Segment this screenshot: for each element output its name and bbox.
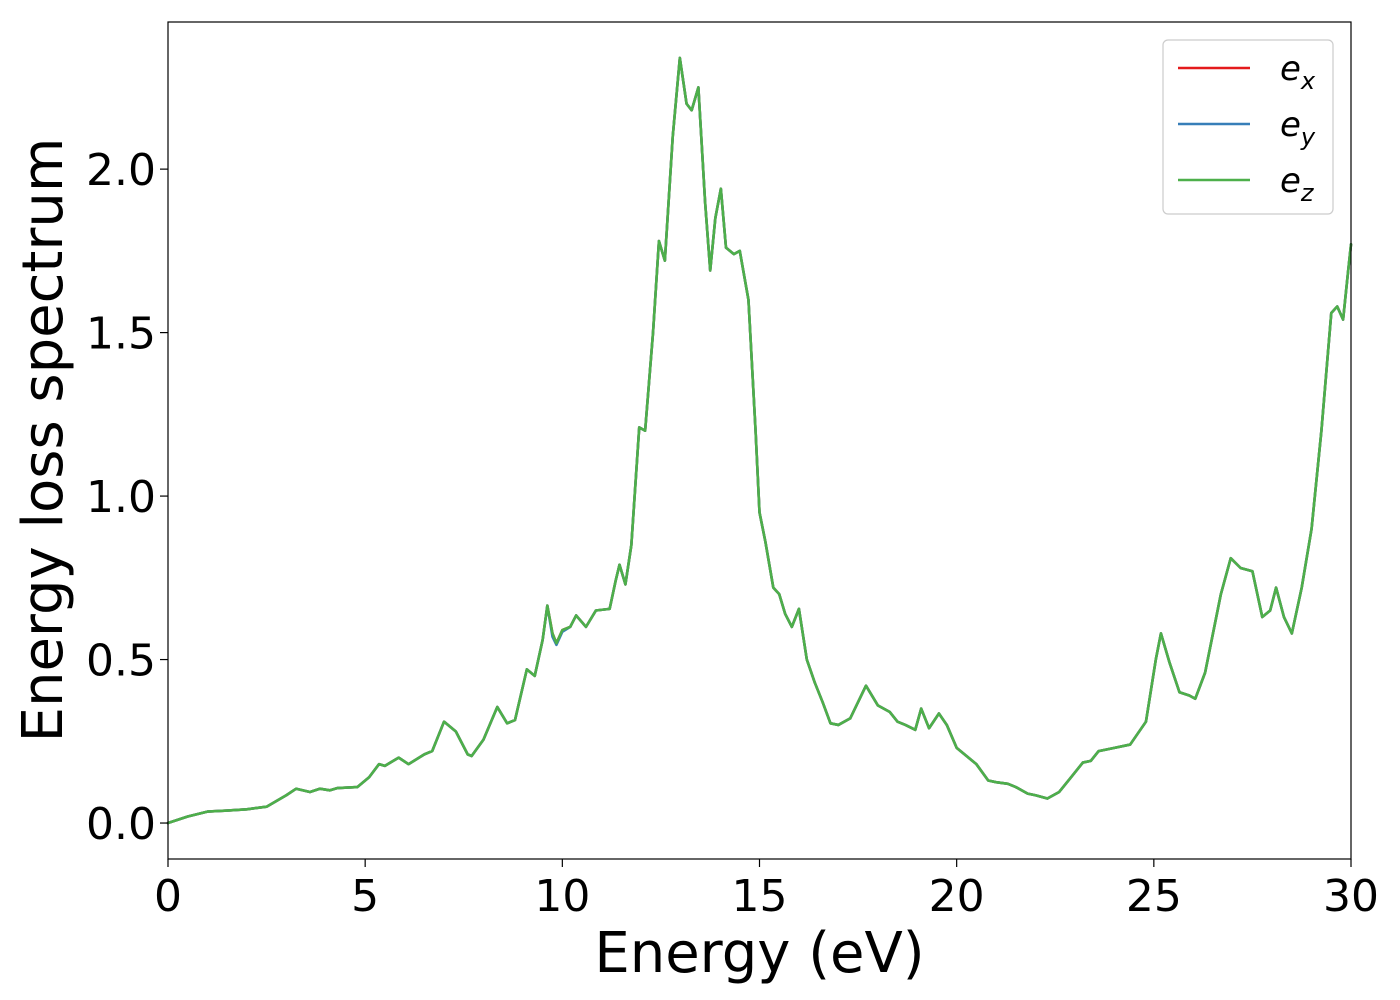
legend-label-subscript: x bbox=[1300, 67, 1316, 95]
x-tick-label: 5 bbox=[351, 871, 379, 922]
legend-label-ez: ez bbox=[1280, 161, 1315, 207]
y-tick-label: 1.0 bbox=[86, 472, 156, 523]
x-tick-label: 0 bbox=[154, 871, 182, 922]
series-layer bbox=[166, 56, 1353, 825]
legend-box bbox=[1162, 39, 1334, 215]
y-axis-label: Energy loss spectrum bbox=[11, 138, 76, 743]
x-tick-label: 15 bbox=[732, 871, 788, 922]
y-tick-label: 0.5 bbox=[86, 636, 156, 687]
x-axis: 0 5 10 15 20 25 30 bbox=[154, 859, 1379, 922]
x-tick-label: 20 bbox=[929, 871, 985, 922]
series-line-ez bbox=[166, 56, 1353, 825]
y-axis: 0.0 0.5 1.0 1.5 2.0 bbox=[86, 145, 168, 850]
x-tick-label: 30 bbox=[1323, 871, 1379, 922]
plot-area bbox=[168, 22, 1351, 859]
y-tick-label: 2.0 bbox=[86, 145, 156, 196]
legend-label-base: e bbox=[1280, 105, 1301, 145]
x-tick-label: 10 bbox=[534, 871, 590, 922]
x-tick-label: 25 bbox=[1126, 871, 1182, 922]
legend-label-ex: ex bbox=[1280, 49, 1316, 95]
legend-label-subscript: y bbox=[1300, 123, 1316, 151]
y-tick-label: 1.5 bbox=[86, 309, 156, 360]
legend-label-base: e bbox=[1280, 161, 1301, 201]
x-axis-label: Energy (eV) bbox=[594, 921, 924, 986]
y-tick-label: 0.0 bbox=[86, 799, 156, 850]
legend-label-base: e bbox=[1280, 49, 1301, 89]
legend-label-ey: ey bbox=[1280, 105, 1316, 151]
legend-label-subscript: z bbox=[1300, 179, 1315, 207]
